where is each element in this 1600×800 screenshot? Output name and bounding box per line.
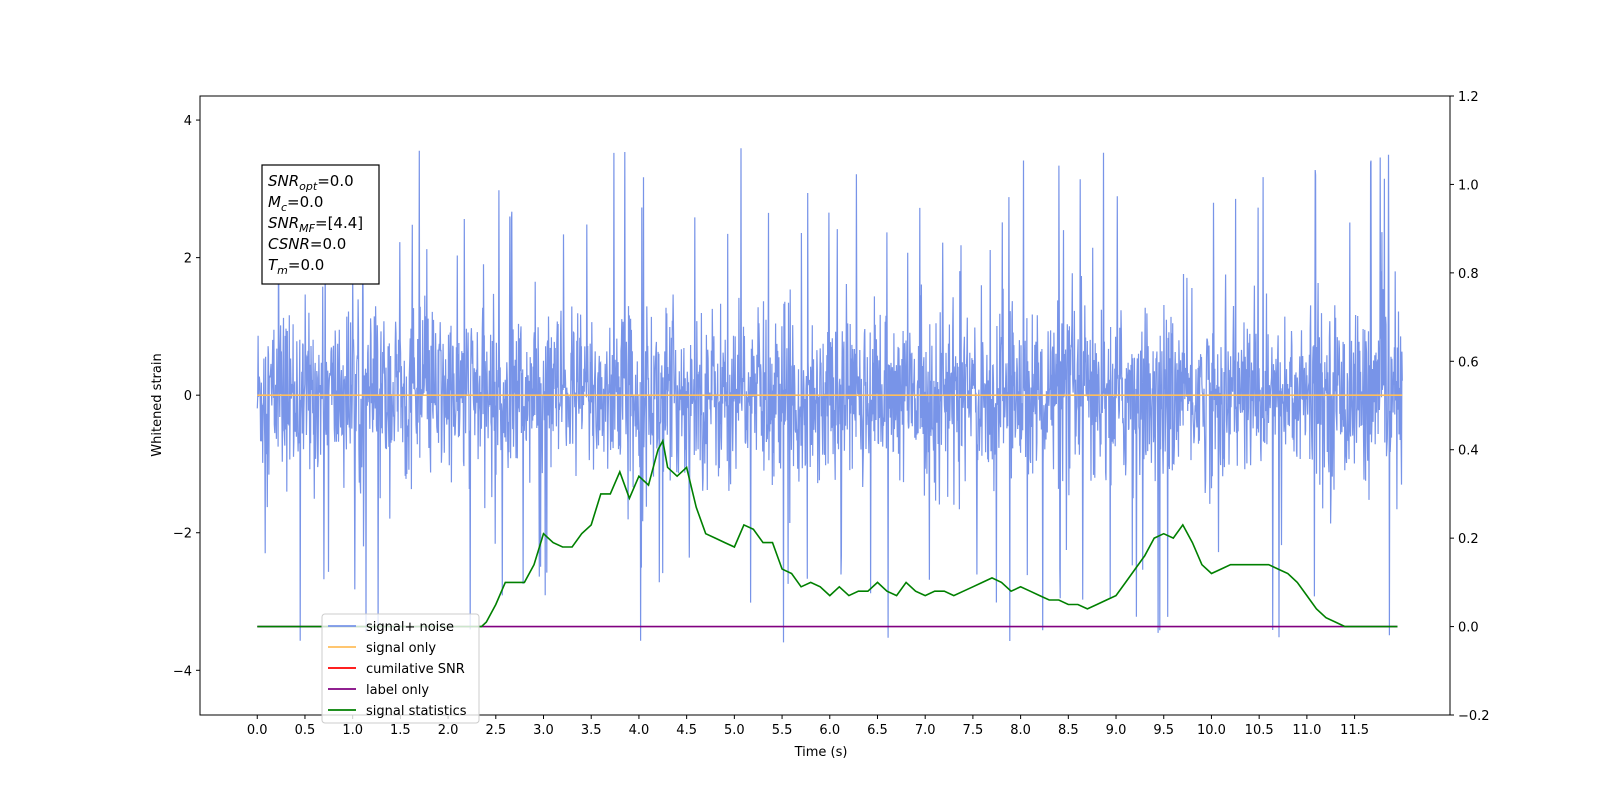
x-tick-label: 4.0 [629,723,650,738]
info-value: =0.0 [288,256,324,274]
info-symbol: SNR [268,172,299,190]
info-subscript: m [277,264,288,277]
x-axis-label: Time (s) [794,745,848,760]
y-tick-label: 4 [184,114,192,129]
info-box: SNRopt=0.0Mc=0.0SNRMF=[4.4]CSNR=0.0Tm=0.… [261,164,380,285]
axes-layer: 0.0 0.5 1.0 1.5 2.0 2.5 3.0 3.5 4.0 4.5 5.0 5.5 6.0 6… [173,90,1490,738]
y-tick-label: 0 [184,389,192,404]
x-tick-label: 2.0 [438,723,459,738]
x-tick-label: 3.0 [533,723,554,738]
y2-tick-label: 1.0 [1458,178,1479,193]
info-symbol: T [268,256,279,274]
x-tick-label: 10.0 [1197,723,1226,738]
x-tick-label: 11.0 [1292,723,1321,738]
info-box-line: CSNR=0.0 [268,235,346,253]
info-box-line: SNRopt=0.0 [268,172,354,193]
legend-entry: signal only [366,641,436,656]
x-tick-label: 0.5 [295,723,316,738]
x-tick-label: 7.0 [915,723,936,738]
x-tick-label: 10.5 [1245,723,1274,738]
info-subscript: MF [299,222,315,235]
x-tick-label: 9.0 [1106,723,1127,738]
info-value: =0.0 [310,235,346,253]
x-tick-label: 4.5 [676,723,697,738]
legend: signal+ noise signal only cumilative SNR la… [321,613,480,724]
y-tick-label: 2 [184,252,192,267]
info-symbol: SNR [268,214,299,232]
info-box-line: Mc=0.0 [268,193,323,214]
y-tick-label: −4 [173,664,192,679]
y2-tick-label: 0.0 [1458,621,1479,636]
legend-entry: signal+ noise [366,620,454,635]
x-tick-label: 1.0 [342,723,363,738]
x-tick-label: 6.5 [867,723,888,738]
x-tick-label: 11.5 [1340,723,1369,738]
y2-tick-label: 1.2 [1458,90,1479,105]
x-tick-label: 8.0 [1010,723,1031,738]
x-tick-label: 7.5 [963,723,984,738]
legend-entry: cumilative SNR [366,662,465,677]
info-symbol: M [268,193,281,211]
y2-tick-label: 0.6 [1458,355,1479,370]
plot-frame [199,95,1451,716]
info-box-frame [261,164,380,285]
y-axis-label: Whitened strain [150,353,165,456]
legend-frame [321,613,480,724]
info-value: =0.0 [287,193,323,211]
x-tick-label: 5.5 [772,723,793,738]
x-tick-label: 3.5 [581,723,602,738]
y2-tick-label: 0.8 [1458,267,1479,282]
info-box-line: SNRMF=[4.4] [268,214,363,235]
series-line-signal-statistics [257,438,1398,628]
info-subscript: opt [299,180,318,193]
info-subscript: c [281,201,287,214]
x-tick-label: 8.5 [1058,723,1079,738]
y2-tick-label: 0.4 [1458,444,1479,459]
y-tick-label: −2 [173,527,192,542]
info-symbol: CSNR [268,235,310,253]
legend-entry: label only [366,683,429,698]
x-tick-label: 9.5 [1153,723,1174,738]
x-tick-label: 5.0 [724,723,745,738]
series-line-signal-noise [256,148,1403,643]
y2-tick-label: −0.2 [1458,709,1490,724]
x-tick-label: 1.5 [390,723,411,738]
legend-entry: signal statistics [366,704,467,719]
info-box-line: Tm=0.0 [268,256,324,277]
info-value: =0.0 [317,172,353,190]
y2-tick-label: 0.2 [1458,532,1479,547]
x-tick-label: 0.0 [247,723,268,738]
x-tick-label: 2.5 [485,723,506,738]
x-tick-label: 6.0 [819,723,840,738]
info-value: =[4.4] [315,214,363,232]
